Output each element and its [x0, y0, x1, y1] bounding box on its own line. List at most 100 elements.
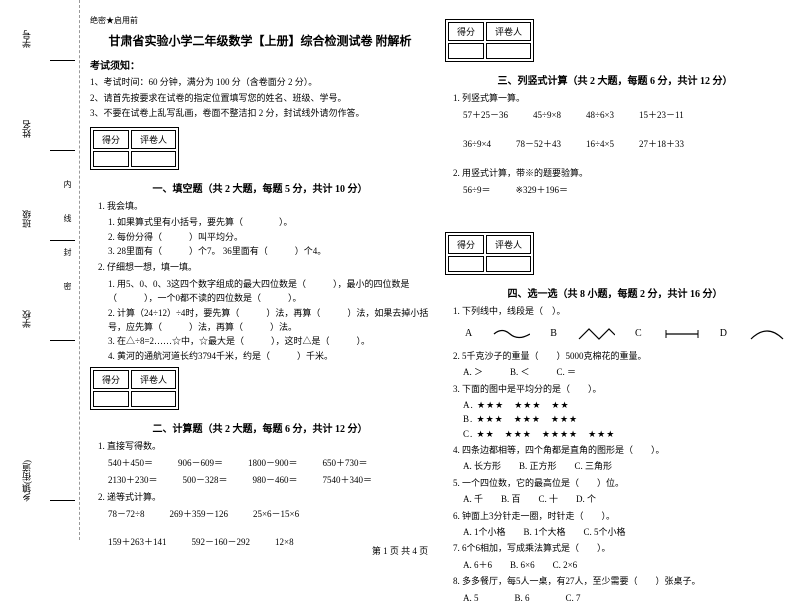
notice-3: 3、不要在试卷上乱写乱画，卷面不整洁扣 2 分，封试线外请勿作答。 [90, 107, 430, 120]
q1-2: 2. 仔细想一想，填一填。 [98, 260, 430, 274]
section-2-title: 二、计算题（共 2 大题，每题 6 分，共计 12 分） [90, 420, 430, 435]
q4-2o: A. ＞ B. ＜ C. ＝ [463, 365, 785, 379]
score-box: 得分 评卷人 [445, 232, 534, 275]
calc: 45÷9×8 [533, 107, 561, 123]
main-content: 绝密★启用前 甘肃省实验小学二年级数学【上册】综合检测试卷 附解析 考试须知： … [90, 15, 790, 605]
calc: 36÷9×4 [463, 136, 491, 152]
calc: 16÷4×5 [586, 136, 614, 152]
calc-row: 540＋450＝ 906－609＝ 1800－900＝ 650＋730＝ [108, 455, 430, 471]
q4-1: 1. 下列线中，线段是（ ）。 [453, 304, 785, 318]
q4-5o: A. 千 B. 百 C. 十 D. 个 [463, 492, 785, 506]
notice-1: 1、考试时间：60 分钟，满分为 100 分（含卷面分 2 分）。 [90, 76, 430, 89]
seal-text: 内 线 封 密 [62, 180, 73, 302]
q1-2b: 2. 计算（24÷12）÷4时，要先算（ ）法，再算（ ）法，如果去掉小括号，应… [108, 306, 430, 335]
calc-row: 56÷9＝ ※329＋196＝ [463, 182, 785, 198]
q4-8o: A. 5 B. 6 C. 7 [463, 591, 785, 605]
field-class: 班级 [20, 210, 33, 228]
page-footer: 第 1 页 共 4 页 [0, 544, 800, 557]
q4-3a: A. ★★★ ★★★ ★★ [463, 398, 785, 412]
calc: 15＋23－11 [639, 107, 684, 123]
calc-row: 2130＋230＝ 500－328＝ 980－460＝ 7540＋340＝ [108, 472, 430, 488]
section-1-title: 一、填空题（共 2 大题，每题 5 分，共计 10 分） [90, 180, 430, 195]
score-box: 得分 评卷人 [90, 127, 179, 170]
calc: 78－52＋43 [516, 136, 561, 152]
score-col: 得分 [448, 235, 484, 254]
exam-title: 甘肃省实验小学二年级数学【上册】综合检测试卷 附解析 [90, 32, 430, 49]
q1-1b: 2. 每份分得（ ）叫平均分。 [108, 230, 430, 244]
q3-2: 2. 用竖式计算，带※的题要验算。 [453, 166, 785, 180]
calc: 540＋450＝ [108, 455, 153, 471]
q4-3c: C. ★★ ★★★ ★★★★ ★★★ [463, 427, 785, 441]
q4-3b: B. ★★★ ★★★ ★★★ [463, 412, 785, 426]
arc-line-icon [747, 327, 785, 341]
q4-2: 2. 5千克沙子的重量（ ）5000克棉花的重量。 [453, 349, 785, 363]
line [50, 340, 75, 341]
calc: 48÷6×3 [586, 107, 614, 123]
q2-1: 1. 直接写得数。 [98, 439, 430, 453]
q4-6: 6. 钟面上3分针走一圈，时针走（ ）。 [453, 509, 785, 523]
score-col: 得分 [93, 370, 129, 389]
score-box: 得分 评卷人 [445, 19, 534, 62]
calc: 650＋730＝ [323, 455, 368, 471]
calc: 269＋359－126 [169, 506, 228, 522]
calc: 27＋18＋33 [639, 136, 684, 152]
grader-col: 评卷人 [131, 370, 176, 389]
field-town: 乡镇(街道) [20, 460, 33, 502]
calc: 25×6－15×6 [253, 506, 299, 522]
field-school: 学校 [20, 310, 33, 328]
zigzag-line-icon [577, 327, 615, 341]
calc: 56÷9＝ [463, 182, 490, 198]
field-name: 姓名 [20, 120, 33, 138]
right-column: 得分 评卷人 三、列竖式计算（共 2 大题，每题 6 分，共计 12 分） 1.… [445, 15, 785, 605]
line [50, 60, 75, 61]
calc-row: 78－72÷8 269＋359－126 25×6－15×6 [108, 506, 430, 522]
q4-4: 4. 四条边都相等，四个角都是直角的图形是（ ）。 [453, 443, 785, 457]
grader-col: 评卷人 [131, 130, 176, 149]
notice-2: 2、请首先按要求在试卷的指定位置填写您的姓名、班级、学号。 [90, 92, 430, 105]
segment-line-icon [662, 327, 700, 341]
score-col: 得分 [93, 130, 129, 149]
q3-1: 1. 列竖式算一算。 [453, 91, 785, 105]
q4-6o: A. 1个小格 B. 1个大格 C. 5个小格 [463, 525, 785, 539]
q2-2: 2. 递等式计算。 [98, 490, 430, 504]
calc: 500－328＝ [183, 472, 228, 488]
section-4-title: 四、选一选（共 8 小题，每题 2 分，共计 16 分） [445, 285, 785, 300]
calc: 980－460＝ [253, 472, 298, 488]
calc-row: 36÷9×4 78－52＋43 16÷4×5 27＋18＋33 [463, 136, 785, 152]
q4-5: 5. 一个四位数，它的最高位是（ ）位。 [453, 476, 785, 490]
grader-col: 评卷人 [486, 22, 531, 41]
section-3-title: 三、列竖式计算（共 2 大题，每题 6 分，共计 12 分） [445, 72, 785, 87]
q1-2a: 1. 用5、0、0、3这四个数字组成的最大四位数是（ ），最小的四位数是（ ），… [108, 277, 430, 306]
q4-8: 8. 多多餐厅，每5人一桌，有27人，至少需要（ ）张桌子。 [453, 574, 785, 588]
calc: 78－72÷8 [108, 506, 144, 522]
line [50, 500, 75, 501]
opt-a: A [465, 328, 472, 339]
q1-2c: 3. 在△÷8=2……☆中，☆最大是（ ），这时△是（ ）。 [108, 334, 430, 348]
opt-d: D [720, 328, 727, 339]
calc: 57＋25－36 [463, 107, 508, 123]
calc: 7540＋340＝ [323, 472, 373, 488]
grader-col: 评卷人 [486, 235, 531, 254]
secret-label: 绝密★启用前 [90, 15, 430, 26]
calc: ※329＋196＝ [515, 182, 568, 198]
q1-1: 1. 我会填。 [98, 199, 430, 213]
opt-c: C [635, 328, 642, 339]
q4-4o: A. 长方形 B. 正方形 C. 三角形 [463, 459, 785, 473]
opt-b: B [550, 328, 557, 339]
q4-3: 3. 下面的图中是平均分的是（ ）。 [453, 382, 785, 396]
calc: 906－609＝ [178, 455, 223, 471]
q4-7o: A. 6＋6 B. 6×6 C. 2×6 [463, 558, 785, 572]
calc-row: 57＋25－36 45÷9×8 48÷6×3 15＋23－11 [463, 107, 785, 123]
binding-sidebar: 学号 姓名 班级 学校 乡镇(街道) 内 线 封 密 [0, 0, 80, 540]
calc: 1800－900＝ [248, 455, 298, 471]
score-col: 得分 [448, 22, 484, 41]
field-id: 学号 [20, 30, 33, 48]
q1-1c: 3. 28里面有（ ）个7。 36里面有（ ）个4。 [108, 244, 430, 258]
wavy-line-icon [492, 327, 530, 341]
calc: 2130＋230＝ [108, 472, 158, 488]
q1-1a: 1. 如果算式里有小括号，要先算（ ）。 [108, 215, 430, 229]
line-shapes: A B C D [465, 327, 785, 341]
notice-heading: 考试须知： [90, 57, 430, 72]
line [50, 150, 75, 151]
score-box: 得分 评卷人 [90, 367, 179, 410]
